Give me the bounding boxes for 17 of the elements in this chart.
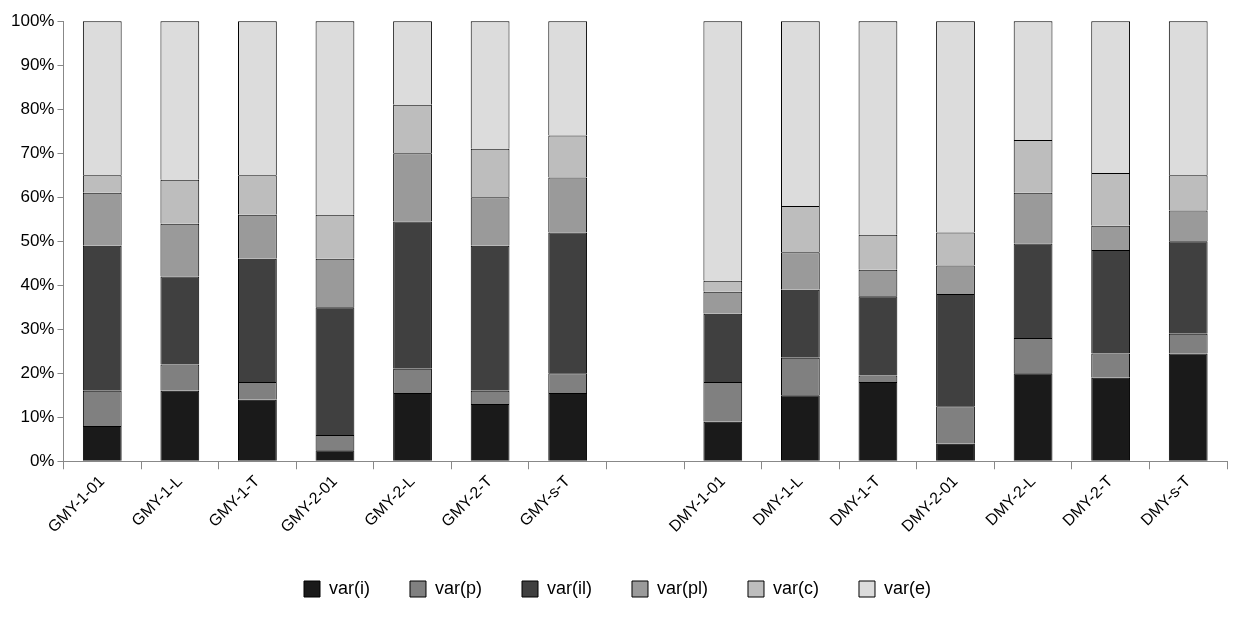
y-tick-label: 80% bbox=[20, 98, 55, 118]
y-tick-label: 10% bbox=[20, 406, 55, 426]
y-tick-label: 70% bbox=[20, 142, 55, 162]
y-tick-label: 0% bbox=[29, 450, 55, 470]
legend-label: var(e) bbox=[883, 577, 932, 598]
legend-label: var(il) bbox=[547, 577, 592, 598]
legend-label: var(i) bbox=[329, 577, 371, 598]
y-tick-label: 90% bbox=[20, 54, 55, 74]
y-tick-label: 40% bbox=[20, 274, 55, 294]
legend-label: var(c) bbox=[773, 577, 819, 598]
legend-label: var(pl) bbox=[656, 577, 709, 598]
y-tick-label: 60% bbox=[20, 186, 55, 206]
y-tick-label: 30% bbox=[20, 318, 55, 338]
legend-label: var(p) bbox=[435, 577, 483, 598]
y-tick-label: 50% bbox=[20, 230, 55, 250]
y-tick-label: 100% bbox=[11, 10, 55, 30]
y-tick-label: 20% bbox=[20, 362, 55, 382]
